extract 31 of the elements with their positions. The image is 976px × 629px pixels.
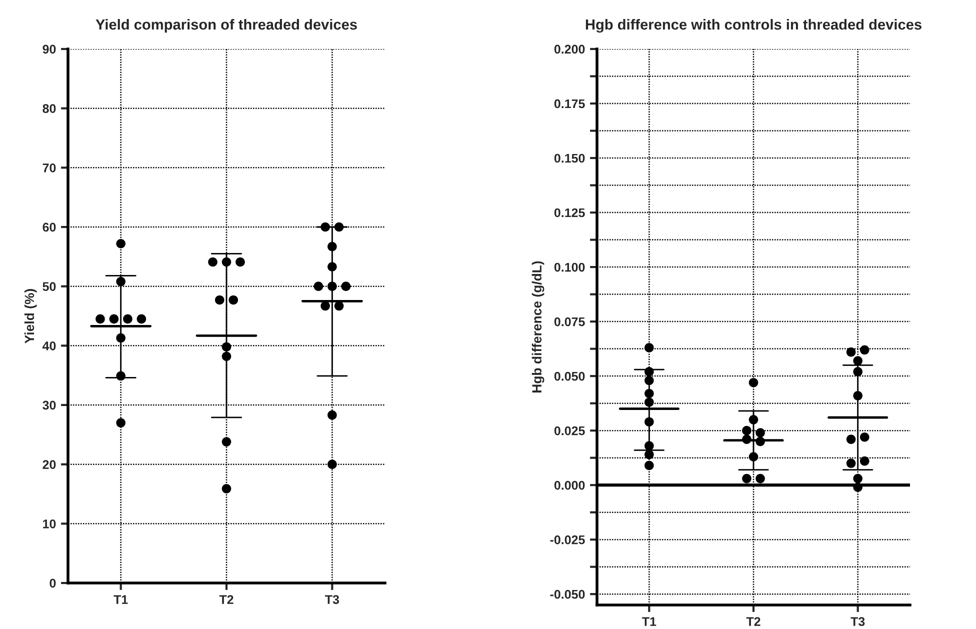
y-tick-label: 80 (42, 104, 56, 113)
y-tick-label: 70 (42, 163, 56, 172)
chart-title: Yield comparison of threaded devices (96, 18, 357, 33)
y-tick-label: 0.175 (554, 99, 585, 108)
y-tick-label: 50 (42, 282, 56, 291)
y-tick-label: 40 (42, 341, 56, 350)
x-tick-label: T2 (219, 595, 234, 604)
y-tick-label: 0.100 (554, 262, 585, 272)
x-tick-label: T3 (850, 617, 865, 626)
y-tick-label: 90 (42, 44, 56, 54)
y-tick-label: 60 (42, 222, 56, 232)
y-tick-label: 0.125 (554, 208, 585, 218)
y-tick-label: 0 (50, 578, 56, 588)
x-tick-label: T3 (325, 595, 340, 604)
x-tick-label: T2 (746, 617, 760, 626)
y-tick-label: 0.075 (554, 317, 585, 326)
y-tick-label: -0.050 (550, 590, 585, 599)
x-tick-label: T1 (642, 617, 656, 626)
y-tick-label: -0.025 (550, 535, 585, 544)
y-axis-title: Hgb difference (g/dL) (532, 261, 544, 392)
y-tick-label: 10 (43, 519, 56, 528)
chart-title: Hgb difference with controls in threaded devices (586, 18, 922, 33)
y-tick-label: 20 (42, 460, 56, 469)
y-tick-label: 0.000 (554, 480, 585, 490)
x-tick-label: T1 (114, 595, 128, 604)
y-axis-title: Yield (%) (24, 289, 37, 344)
y-tick-label: 0.025 (554, 426, 585, 436)
y-tick-label: 30 (42, 400, 56, 410)
y-tick-label: 0.200 (554, 44, 585, 54)
y-tick-label: 0.150 (554, 154, 585, 163)
y-tick-label: 0.050 (554, 372, 585, 381)
